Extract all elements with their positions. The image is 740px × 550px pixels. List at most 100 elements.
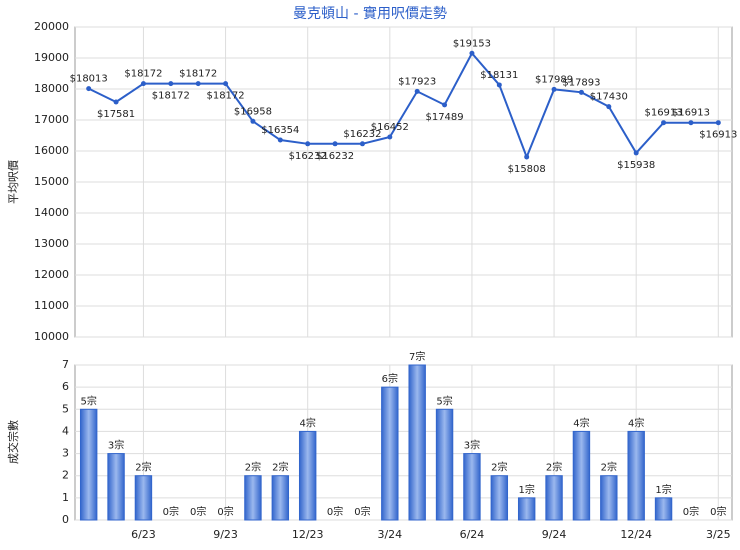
point <box>86 86 92 92</box>
point <box>551 86 557 92</box>
data-label: $18172 <box>152 91 190 102</box>
point <box>715 120 721 126</box>
y-tick-label: 16000 <box>34 144 69 157</box>
y-tick-label: 7 <box>62 358 69 371</box>
point <box>140 81 146 87</box>
bar <box>463 453 481 521</box>
data-label: $16913 <box>672 108 710 119</box>
data-label: 2宗 <box>135 461 151 474</box>
data-label: $17581 <box>97 109 135 120</box>
bar <box>435 408 454 521</box>
point <box>524 154 530 160</box>
data-label: $16354 <box>261 125 299 136</box>
data-label: 6宗 <box>382 372 398 385</box>
data-label: $18172 <box>179 69 217 80</box>
y-axis-label: 成交宗數 <box>6 420 20 464</box>
bar <box>298 430 317 521</box>
bar <box>107 453 125 521</box>
data-label: $16232 <box>289 151 327 162</box>
data-label: 0宗 <box>710 505 726 518</box>
data-label: 1宗 <box>655 483 671 496</box>
data-label: 5宗 <box>436 394 452 407</box>
data-label: 0宗 <box>163 505 179 518</box>
point <box>250 118 256 124</box>
data-label: 0宗 <box>354 505 370 518</box>
point <box>688 120 694 126</box>
y-tick-label: 5 <box>62 402 69 415</box>
data-label: $16232 <box>316 151 354 162</box>
data-label: 3宗 <box>464 439 480 452</box>
plot-area <box>74 364 733 521</box>
data-label: 0宗 <box>327 505 343 518</box>
y-tick-label: 18000 <box>34 82 69 95</box>
data-label: 2宗 <box>272 461 288 474</box>
data-label: $17893 <box>562 77 600 88</box>
point <box>195 81 201 87</box>
bar <box>244 475 262 521</box>
bar <box>517 497 536 521</box>
data-label: $16913 <box>699 130 737 141</box>
y-tick-label: 15000 <box>34 175 69 188</box>
data-label: 0宗 <box>190 505 206 518</box>
data-label: 0宗 <box>683 505 699 518</box>
data-label: 1宗 <box>519 483 535 496</box>
data-label: 2宗 <box>601 461 617 474</box>
data-label: $15938 <box>617 160 655 171</box>
data-label: $17923 <box>398 76 436 87</box>
bar <box>79 408 98 521</box>
bar <box>600 475 618 521</box>
y-tick-label: 12000 <box>34 268 69 281</box>
bar <box>654 497 673 521</box>
data-label: $18013 <box>70 74 108 85</box>
bar <box>271 475 290 521</box>
data-label: $17430 <box>590 92 628 103</box>
point <box>277 137 283 143</box>
y-tick-label: 10000 <box>34 330 69 343</box>
point <box>414 88 420 94</box>
data-label: 3宗 <box>108 439 124 452</box>
bar <box>572 430 591 521</box>
point <box>305 141 311 147</box>
y-tick-label: 14000 <box>34 206 69 219</box>
point <box>496 82 502 88</box>
data-label: $19153 <box>453 38 491 49</box>
line <box>88 51 719 160</box>
y-tick-label: 0 <box>62 513 69 526</box>
data-label: 4宗 <box>573 416 589 429</box>
data-label: 4宗 <box>628 416 644 429</box>
data-label: $18131 <box>480 70 518 81</box>
data-label: 7宗 <box>409 350 425 363</box>
point <box>359 141 365 147</box>
data-label: 4宗 <box>300 416 316 429</box>
x-tick-label: 9/24 <box>542 528 567 541</box>
bar <box>381 386 399 521</box>
bar <box>545 475 563 521</box>
data-label: $18172 <box>206 91 244 102</box>
point <box>387 134 393 140</box>
y-tick-label: 1 <box>62 491 69 504</box>
point <box>223 81 229 87</box>
bar <box>134 475 153 521</box>
point <box>633 150 639 156</box>
data-label: $17989 <box>535 74 573 85</box>
data-label: 2宗 <box>491 461 507 474</box>
point <box>332 141 338 147</box>
x-tick-label: 9/23 <box>213 528 238 541</box>
point <box>661 120 667 126</box>
data-label: $16958 <box>234 106 272 117</box>
point <box>469 50 475 56</box>
x-tick-label: 3/25 <box>706 528 731 541</box>
data-label: $18172 <box>124 69 162 80</box>
y-tick-label: 6 <box>62 380 69 393</box>
point <box>113 99 119 105</box>
point <box>606 104 612 110</box>
y-tick-label: 2 <box>62 469 69 482</box>
bar <box>490 475 509 521</box>
y-tick-label: 3 <box>62 447 69 460</box>
data-label: 2宗 <box>245 461 261 474</box>
data-label: $15808 <box>508 164 546 175</box>
y-tick-label: 13000 <box>34 237 69 250</box>
data-label: $16913 <box>644 108 682 119</box>
data-label: $17489 <box>425 112 463 123</box>
data-label: 5宗 <box>81 394 97 407</box>
